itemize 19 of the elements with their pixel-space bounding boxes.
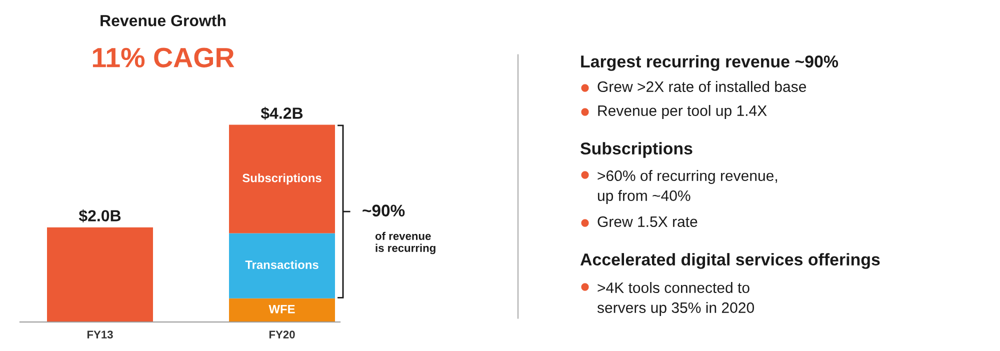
- text: Grew 1.5X rate: [598, 216, 698, 228]
- text: ~90%: [362, 204, 405, 216]
- text: Subscriptions: [580, 142, 692, 158]
- annotation: $4.2B: [260, 106, 303, 120]
- chart-subtitle: 11% CAGR: [92, 48, 234, 68]
- text: Largest recurring revenue ~90%: [581, 55, 838, 71]
- text: Revenue per tool up 1.4X: [598, 105, 767, 119]
- series-label: Subscriptions: [242, 173, 322, 185]
- text: Grew >2X rate of installed base: [598, 81, 806, 92]
- text: of revenue is recurring: [375, 232, 436, 254]
- x-tick-label: FY13: [87, 330, 113, 339]
- chart-title: Revenue Growth: [100, 14, 226, 26]
- text: >60% of recurring revenue, up from ~40%: [598, 170, 778, 204]
- series-label: WFE: [268, 305, 295, 314]
- x-tick-label: FY20: [269, 330, 295, 338]
- series-label: Transactions: [245, 260, 318, 269]
- text: >4K tools connected to servers up 35% in 2020: [597, 282, 754, 316]
- annotation: $2.0B: [78, 209, 121, 222]
- text: Accelerated digital services offerings: [580, 253, 880, 269]
